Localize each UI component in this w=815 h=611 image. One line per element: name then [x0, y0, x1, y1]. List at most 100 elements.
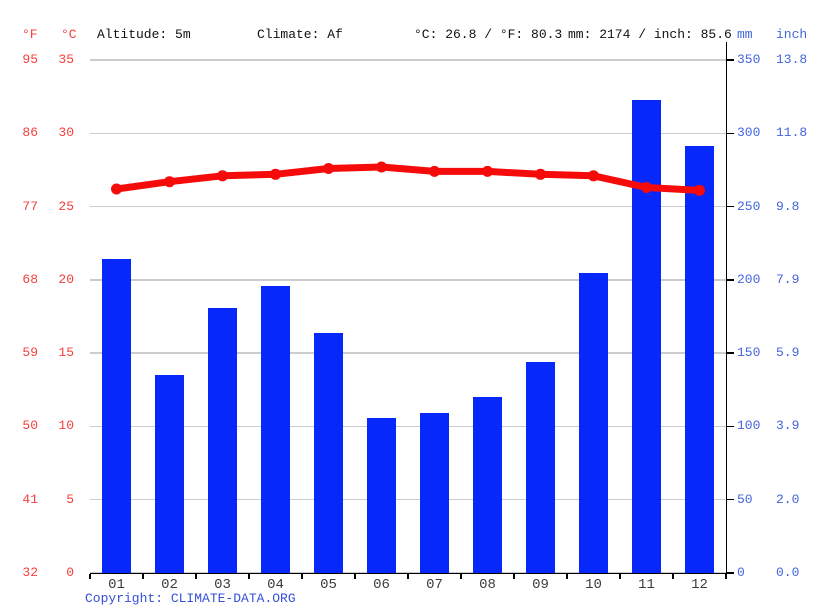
inch-tick-label: 7.9 — [776, 271, 800, 287]
right-axis-tick — [726, 205, 734, 208]
bar-month-08 — [473, 397, 502, 573]
right-axis-tick — [726, 498, 734, 501]
fahrenheit-tick-label: 95 — [22, 52, 38, 67]
bottom-axis-tick — [725, 574, 727, 579]
bottom-axis-tick — [195, 574, 197, 579]
gridline — [90, 498, 726, 501]
month-label-08: 08 — [479, 577, 496, 593]
bar-month-05 — [314, 332, 343, 573]
month-label-04: 04 — [267, 577, 284, 593]
altitude-label: Altitude: 5m — [97, 27, 191, 42]
bottom-axis-tick — [566, 574, 568, 579]
copyright-prefix: Copyright: — [85, 591, 171, 606]
bottom-axis-tick — [672, 574, 674, 579]
inch-tick-label: 0.0 — [776, 565, 800, 580]
bar-month-07 — [420, 413, 449, 573]
bottom-axis-tick — [513, 574, 515, 579]
bar-month-11 — [632, 99, 661, 573]
celsius-tick-label: 5 — [66, 491, 74, 507]
temperature-line-chart — [111, 161, 705, 196]
annual-precipitation-summary: mm: 2174 / inch: 85.6 — [568, 27, 732, 42]
month-label-07: 07 — [426, 577, 443, 593]
avg-temperature-summary: °C: 26.8 / °F: 80.3 — [414, 27, 563, 42]
fahrenheit-tick-label: 32 — [22, 565, 38, 580]
temperature-point-07 — [429, 165, 440, 177]
month-label-03: 03 — [214, 577, 231, 593]
copyright-line: Copyright: CLIMATE-DATA.ORG — [85, 591, 296, 606]
temperature-line — [113, 163, 703, 194]
mm-tick-label: 200 — [737, 271, 761, 287]
mm-tick-label: 150 — [737, 345, 761, 361]
temperature-point-08 — [482, 165, 493, 177]
mm-tick-label: 100 — [737, 418, 761, 434]
celsius-tick-label: 30 — [58, 125, 74, 141]
right-axis-tick — [726, 572, 734, 574]
mm-unit-header: mm — [737, 27, 753, 42]
mm-tick-label: 50 — [737, 491, 753, 507]
gridline — [90, 425, 726, 428]
celsius-tick-label: 10 — [58, 418, 74, 434]
mm-tick-label: 0 — [737, 565, 745, 580]
gridline — [90, 352, 726, 354]
inch-tick-label: 9.8 — [776, 198, 800, 214]
bar-month-06 — [367, 417, 396, 573]
mm-tick-label: 300 — [737, 125, 761, 141]
inch-tick-label: 3.9 — [776, 418, 800, 434]
right-axis-line — [725, 42, 727, 573]
bar-month-03 — [208, 307, 237, 573]
fahrenheit-tick-label: 41 — [22, 491, 38, 507]
bar-month-04 — [261, 285, 290, 573]
right-axis-tick — [726, 352, 734, 354]
bottom-axis-tick — [142, 574, 144, 579]
bar-month-02 — [155, 375, 184, 573]
mm-tick-label: 250 — [737, 198, 761, 214]
bottom-axis-tick — [407, 574, 409, 579]
right-axis-tick — [726, 59, 734, 61]
temperature-point-02 — [164, 176, 175, 188]
month-label-10: 10 — [585, 577, 602, 593]
climate-classification-label: Climate: Af — [257, 27, 343, 42]
month-label-01: 01 — [108, 577, 125, 593]
gridline — [90, 132, 726, 135]
temperature-point-04 — [270, 168, 281, 180]
month-label-05: 05 — [320, 577, 337, 593]
bottom-axis-tick — [354, 574, 356, 579]
bar-month-09 — [526, 361, 555, 573]
celsius-tick-label: 35 — [58, 52, 74, 67]
inch-tick-label: 2.0 — [776, 491, 800, 507]
inch-tick-label: 13.8 — [776, 52, 808, 67]
temperature-point-09 — [535, 168, 546, 180]
gridline — [90, 59, 726, 61]
mm-tick-label: 350 — [737, 52, 761, 67]
inch-unit-header: inch — [776, 27, 808, 42]
bar-month-01 — [102, 259, 131, 573]
right-axis-tick — [726, 279, 734, 281]
temperature-point-06 — [376, 161, 387, 173]
celsius-unit-header: °C — [61, 27, 77, 42]
bottom-axis-tick — [248, 574, 250, 579]
fahrenheit-tick-label: 86 — [22, 125, 38, 141]
fahrenheit-unit-header: °F — [22, 27, 38, 42]
bottom-axis-tick — [619, 574, 621, 579]
bar-month-12 — [685, 146, 714, 573]
right-axis-tick — [726, 425, 734, 428]
month-label-11: 11 — [638, 577, 655, 593]
bottom-axis-tick — [301, 574, 303, 579]
bottom-axis-tick — [460, 574, 462, 579]
temperature-point-05 — [323, 163, 334, 174]
month-label-06: 06 — [373, 577, 390, 593]
bottom-axis-tick — [89, 574, 91, 579]
gridline — [90, 279, 726, 281]
fahrenheit-tick-label: 50 — [22, 418, 38, 434]
month-label-12: 12 — [691, 577, 708, 593]
inch-tick-label: 5.9 — [776, 345, 800, 361]
celsius-tick-label: 15 — [58, 345, 74, 361]
fahrenheit-tick-label: 68 — [22, 271, 38, 287]
temperature-point-03 — [217, 170, 228, 182]
inch-tick-label: 11.8 — [776, 125, 808, 141]
temperature-point-10 — [588, 170, 599, 182]
temperature-point-01 — [111, 183, 122, 195]
bottom-axis-line — [90, 572, 727, 574]
copyright-link[interactable]: CLIMATE-DATA.ORG — [170, 591, 296, 606]
